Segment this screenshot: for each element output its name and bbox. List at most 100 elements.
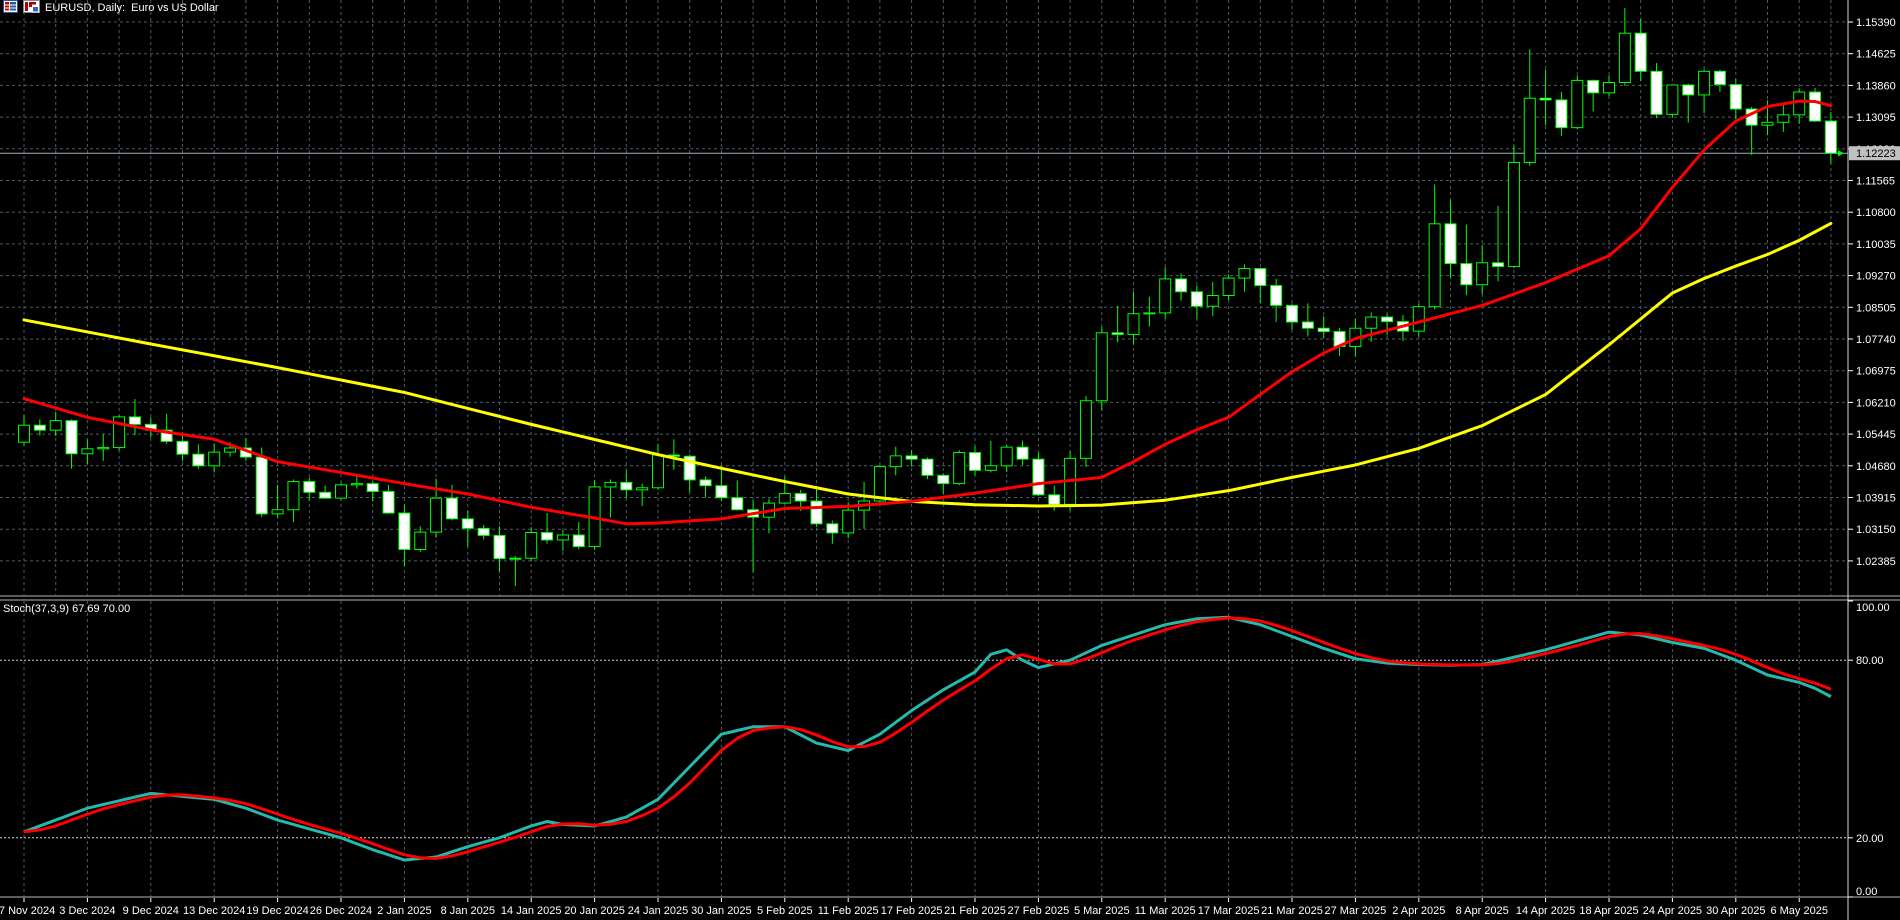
candle-body [1016, 446, 1029, 460]
candle-body [1460, 263, 1473, 286]
candle-body [1571, 79, 1584, 129]
candle-body [1809, 91, 1822, 122]
candle-body [271, 509, 284, 515]
candle-body [1618, 32, 1631, 83]
candle-body [493, 534, 506, 560]
time-tick-label: 24 Apr 2025 [1643, 905, 1702, 917]
candle-body [1492, 262, 1505, 267]
candle-body [1301, 321, 1314, 329]
time-axis[interactable]: 27 Nov 2024 3 Dec 2024 9 Dec 2024 13 Dec 20… [0, 898, 1828, 917]
candle-body [699, 479, 712, 487]
candle-body [430, 497, 443, 533]
time-tick-label: 8 Apr 2025 [1456, 905, 1509, 917]
candle-body [683, 455, 696, 481]
quotes-table-icon [3, 0, 18, 18]
candle-body [255, 456, 268, 515]
time-tick-label: 27 Mar 2025 [1325, 905, 1387, 917]
time-tick-label: 27 Nov 2024 [0, 905, 55, 917]
candle-body [33, 424, 46, 431]
price-tick-label: 1.06210 [1856, 397, 1896, 409]
price-tick-label: 1.07740 [1856, 334, 1896, 346]
indicator-tick-label: 20.00 [1856, 833, 1884, 845]
candle-body [335, 484, 347, 499]
candle-body [889, 455, 902, 468]
candle-body [1254, 268, 1267, 287]
candle-body [176, 440, 189, 455]
price-tick-label: 1.02385 [1856, 556, 1896, 568]
time-tick-label: 8 Jan 2025 [441, 905, 495, 917]
time-tick-label: 18 Apr 2025 [1579, 905, 1638, 917]
candle-body [1286, 304, 1298, 323]
candle-body [1428, 223, 1441, 308]
candle-body [1206, 294, 1219, 307]
candle-body [636, 487, 649, 491]
candle-body [715, 485, 728, 499]
time-tick-label: 21 Mar 2025 [1261, 905, 1323, 917]
candle-body [1634, 32, 1647, 72]
candle-body [1190, 291, 1203, 307]
ma-slow-line [22, 221, 1833, 508]
candle-body [1270, 285, 1283, 306]
candle-body [1159, 278, 1172, 314]
price-tick-label: 1.10800 [1856, 207, 1896, 219]
candle-body [842, 509, 855, 534]
time-tick-label: 17 Feb 2025 [881, 905, 943, 917]
last-price-arrow [1837, 150, 1844, 157]
candle-body [984, 465, 997, 471]
candle-body [366, 483, 379, 492]
candle-body [1175, 278, 1188, 293]
price-tick-label: 1.06975 [1856, 366, 1896, 378]
time-tick-label: 17 Mar 2025 [1198, 905, 1260, 917]
candle-body [556, 534, 569, 541]
candle-body [1381, 316, 1394, 323]
time-tick-label: 9 Dec 2024 [123, 905, 179, 917]
candle-body [525, 532, 538, 559]
candle-body [794, 493, 807, 502]
candle-body [1412, 306, 1425, 332]
stoch-d-line [23, 616, 1832, 861]
chart-title-bar: EURUSD, Daily: Euro vs US Dollar [3, 0, 219, 18]
candle-body [652, 454, 664, 489]
candle-body [208, 451, 221, 467]
candle-body [905, 455, 918, 460]
price-tick-label: 1.14625 [1856, 49, 1896, 61]
time-tick-label: 27 Feb 2025 [1008, 905, 1070, 917]
stochastic-label: Stoch(37,3,9) 67.69 70.00 [3, 603, 130, 615]
candle-body [18, 424, 30, 443]
candle-body [731, 497, 744, 511]
price-tick-label: 1.09270 [1856, 271, 1896, 283]
candle-body [224, 447, 237, 453]
time-tick-label: 26 Dec 2024 [310, 905, 372, 917]
price-tick-label: 1.03915 [1856, 493, 1896, 505]
candle-body [953, 452, 966, 485]
candle-body [1317, 327, 1330, 333]
time-tick-label: 5 Mar 2025 [1074, 905, 1130, 917]
candle-body [1713, 70, 1726, 86]
candle-body [1555, 99, 1568, 129]
candle-body [1729, 84, 1742, 110]
candle-body [128, 416, 141, 425]
price-axis[interactable]: 1.153901.146251.138601.130951.123301.115… [1848, 17, 1896, 568]
price-tag: 1.12223 [1849, 146, 1900, 161]
price-tick-label: 1.08505 [1856, 302, 1896, 314]
candle-body [541, 532, 554, 541]
candle-body [1476, 262, 1489, 286]
price-tick-label: 1.03150 [1856, 524, 1896, 536]
time-tick-label: 2 Jan 2025 [377, 905, 431, 917]
ma-fast-line [22, 99, 1833, 526]
price-tick-label: 1.13860 [1856, 80, 1896, 92]
time-tick-label: 30 Apr 2025 [1706, 905, 1765, 917]
bar-chart-icon [23, 0, 40, 18]
price-tick-label: 1.04680 [1856, 461, 1896, 473]
time-tick-label: 11 Mar 2025 [1135, 905, 1196, 917]
candle-body [477, 527, 490, 536]
indicator-tick-label: 80.00 [1856, 655, 1884, 667]
candle-body [287, 481, 300, 511]
price-tick-label: 1.13095 [1856, 112, 1896, 124]
candle-body [1048, 494, 1061, 505]
time-tick-label: 19 Dec 2024 [246, 905, 308, 917]
candle-body [49, 420, 62, 431]
candle-body [1111, 332, 1124, 335]
indicator-axis[interactable]: 100.00 80.00 20.00 0.00 [1848, 600, 1890, 898]
